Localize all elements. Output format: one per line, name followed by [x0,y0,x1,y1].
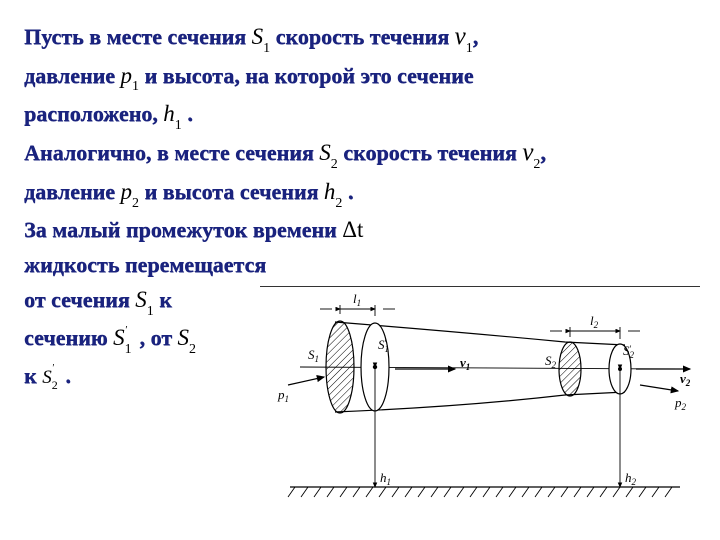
txt: скорость течения [276,24,455,49]
sym-S1prime: S1′ [113,325,134,350]
line-2: давление p1 и высота, на которой это сеч… [24,58,696,96]
sym-S2b: S2 [178,325,197,350]
fig-h2: h2 [625,470,637,487]
txt: За малый промежуток времени [24,217,342,242]
txt: . [187,101,193,126]
line-10: к S2′ . [24,359,696,393]
line-3: расположено, h1 . [24,96,696,134]
line-5: давление p2 и высота сечения h2 . [24,174,696,212]
line-8: от сечения S1 к [24,282,696,320]
line-9: сечению S1′ , от S2 [24,320,696,358]
sym-h1: h1 [163,101,182,126]
txt: жидкость перемещается [24,252,266,277]
txt: и высота, на которой это сечение [144,63,473,88]
fig-h1: h1 [380,470,391,487]
txt: , [473,24,479,49]
sym-p1: p1 [120,63,139,88]
line-6: За малый промежуток времени Δt [24,212,696,248]
sym-dt: Δt [342,217,363,242]
txt: расположено, [24,101,163,126]
txt: сечению [24,325,113,350]
txt: к [159,287,172,312]
sym-S2prime: S2′ [42,367,60,388]
sym-v2: v2 [522,139,540,166]
sym-h2: h2 [324,179,343,204]
txt: давление [24,63,120,88]
txt: , от [140,325,178,350]
txt: давление [24,179,120,204]
txt: Аналогично, в месте сечения [24,140,319,165]
sym-S2: S2 [319,140,338,165]
txt: , [540,140,546,165]
txt: Пусть в месте сечения [24,24,252,49]
txt: от сечения [24,287,135,312]
line-1: Пусть в месте сечения S1 скорость течени… [24,18,696,58]
txt: . [348,179,354,204]
txt: и высота сечения [144,179,323,204]
txt: к [24,363,42,388]
sym-p2: p2 [120,179,139,204]
sym-S1b: S1 [135,287,154,312]
line-7: жидкость перемещается [24,248,696,282]
line-4: Аналогично, в месте сечения S2 скорость … [24,134,696,174]
sym-S1: S1 [252,24,271,49]
txt: скорость течения [343,140,522,165]
txt: . [65,363,71,388]
sym-v1: v1 [455,23,473,50]
